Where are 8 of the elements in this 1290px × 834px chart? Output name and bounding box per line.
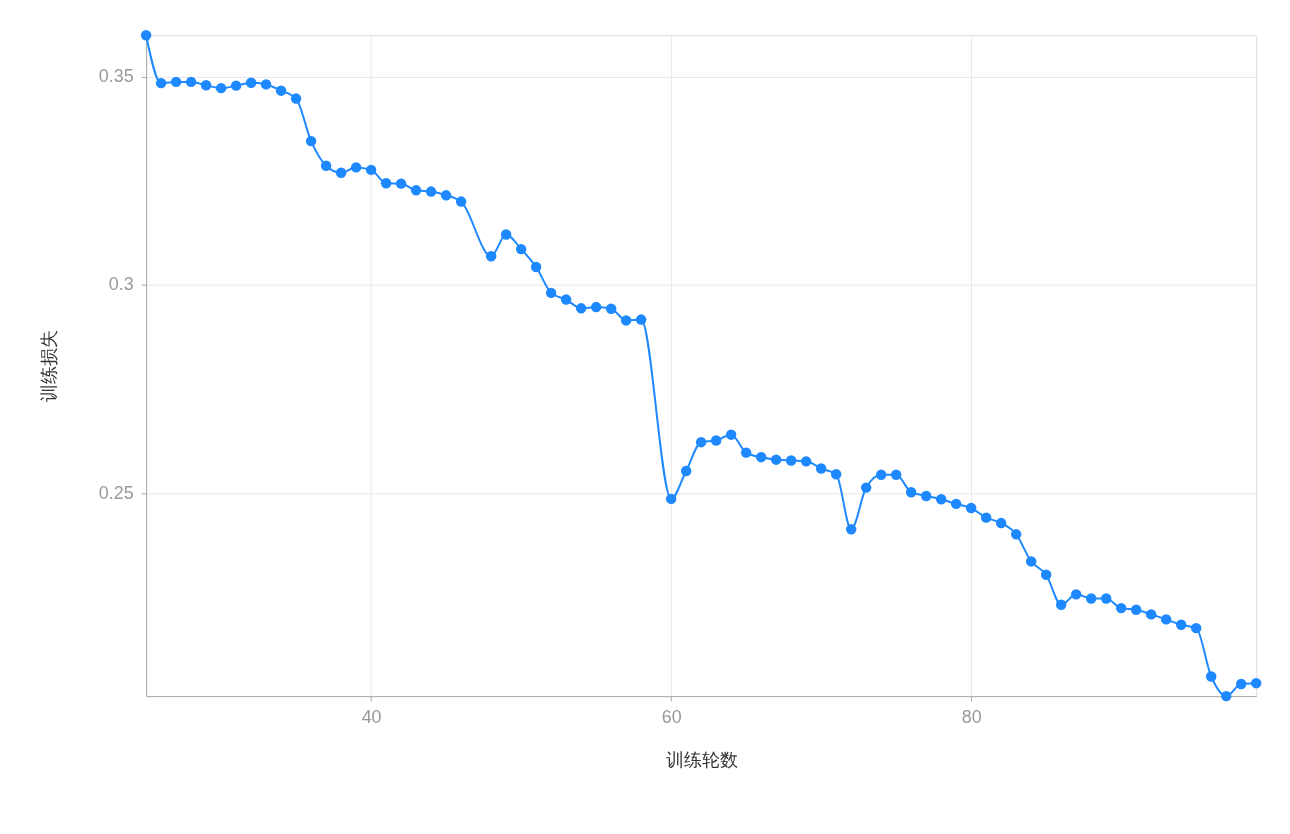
y-tick-label: 0.3 [108, 274, 134, 295]
x-tick-label: 60 [661, 707, 682, 728]
x-tick-label: 80 [961, 707, 982, 728]
y-tick-label: 0.25 [98, 482, 134, 503]
x-axis-title: 训练轮数 [665, 750, 738, 771]
y-axis-title: 训练损失 [39, 330, 60, 403]
y-tick-label: 0.35 [98, 65, 134, 86]
x-tick-label: 40 [361, 707, 382, 728]
